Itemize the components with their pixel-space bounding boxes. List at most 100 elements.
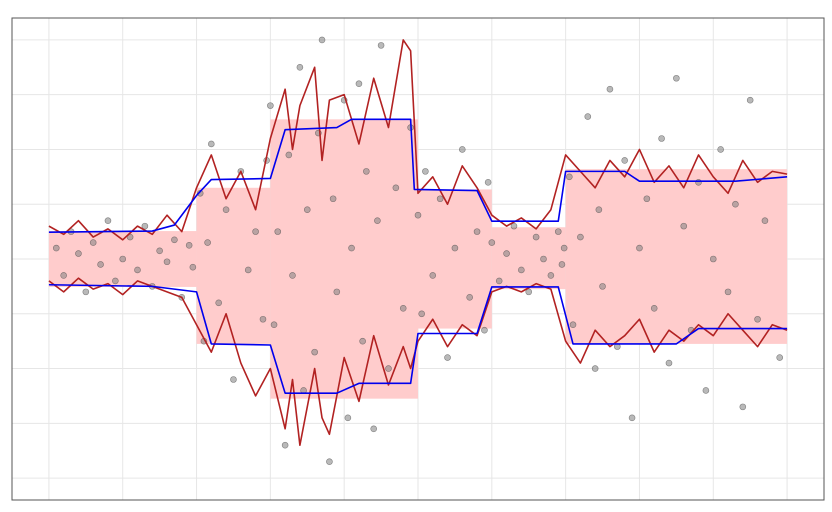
- data-point: [458, 146, 466, 153]
- data-point: [104, 217, 112, 224]
- data-point: [518, 266, 525, 274]
- data-point: [414, 211, 422, 219]
- data-point: [591, 365, 599, 372]
- data-point: [134, 266, 141, 274]
- data-point: [754, 315, 761, 323]
- data-point: [112, 277, 119, 285]
- data-point: [673, 74, 680, 82]
- data-point: [126, 233, 134, 241]
- data-point: [52, 244, 60, 252]
- data-point: [370, 425, 378, 433]
- data-point: [289, 272, 296, 279]
- plot: [12, 18, 824, 500]
- data-point: [222, 206, 230, 214]
- data-point: [355, 80, 363, 88]
- data-point: [171, 236, 178, 244]
- data-point: [141, 222, 149, 230]
- data-point: [732, 200, 739, 208]
- data-point: [702, 387, 710, 394]
- data-point: [488, 239, 496, 246]
- data-point: [584, 113, 592, 120]
- data-point: [204, 239, 211, 246]
- data-point: [481, 326, 488, 334]
- data-point: [285, 151, 293, 159]
- interval-band: [565, 169, 788, 344]
- data-point: [525, 288, 533, 296]
- data-point: [466, 294, 473, 301]
- interval-band: [491, 227, 566, 290]
- data-point: [377, 42, 385, 49]
- data-point: [739, 403, 747, 411]
- data-point: [558, 261, 566, 268]
- data-point: [318, 36, 326, 44]
- data-point: [547, 272, 555, 279]
- data-point: [569, 321, 577, 329]
- data-point: [495, 277, 503, 285]
- data-point: [532, 233, 540, 241]
- data-point: [82, 288, 90, 296]
- data-point: [230, 376, 237, 383]
- data-point: [311, 348, 318, 356]
- quantile-line: [48, 39, 788, 241]
- quantile-line: [48, 283, 788, 394]
- data-point: [665, 359, 673, 367]
- interval-band: [270, 119, 418, 399]
- quantile-line: [48, 277, 788, 447]
- data-point: [244, 266, 252, 274]
- data-point: [554, 228, 562, 235]
- data-point: [606, 85, 614, 93]
- data-point: [326, 458, 333, 465]
- data-point: [695, 179, 702, 186]
- data-point: [595, 206, 603, 214]
- data-point: [510, 222, 518, 230]
- data-point: [636, 244, 643, 252]
- data-point: [385, 365, 392, 372]
- quantile-line: [48, 118, 788, 233]
- data-point: [560, 244, 568, 252]
- data-point: [97, 261, 104, 268]
- data-point: [761, 217, 769, 224]
- data-point: [540, 255, 547, 263]
- data-point: [599, 283, 606, 290]
- data-point: [650, 304, 658, 312]
- data-point: [422, 168, 429, 175]
- data-point: [344, 414, 352, 422]
- data-point: [709, 255, 717, 263]
- interval-band: [196, 187, 271, 344]
- data-point: [75, 250, 82, 257]
- data-point: [89, 239, 97, 246]
- data-point: [215, 299, 222, 307]
- data-point: [119, 255, 127, 263]
- data-point: [267, 102, 274, 109]
- data-point: [392, 184, 400, 192]
- data-point: [270, 321, 278, 329]
- data-point: [156, 247, 163, 255]
- data-point: [296, 63, 304, 71]
- data-point: [208, 140, 215, 148]
- data-point: [359, 337, 366, 345]
- data-point: [303, 206, 311, 214]
- plot-frame: [11, 17, 825, 501]
- data-point: [348, 244, 355, 252]
- data-point: [363, 168, 370, 175]
- data-point: [399, 304, 407, 312]
- data-point: [503, 250, 510, 257]
- data-point: [374, 217, 381, 224]
- data-point: [680, 222, 688, 230]
- data-point: [724, 288, 732, 296]
- data-point: [484, 179, 492, 186]
- data-point: [329, 195, 337, 203]
- data-point: [281, 441, 289, 449]
- data-point: [189, 263, 197, 271]
- data-point: [60, 272, 67, 279]
- data-point: [436, 195, 444, 203]
- data-point: [418, 310, 425, 318]
- data-point: [429, 272, 437, 279]
- data-point: [451, 244, 459, 252]
- data-point: [185, 242, 193, 249]
- data-point: [444, 354, 451, 361]
- data-point: [658, 135, 665, 142]
- data-point: [163, 258, 171, 266]
